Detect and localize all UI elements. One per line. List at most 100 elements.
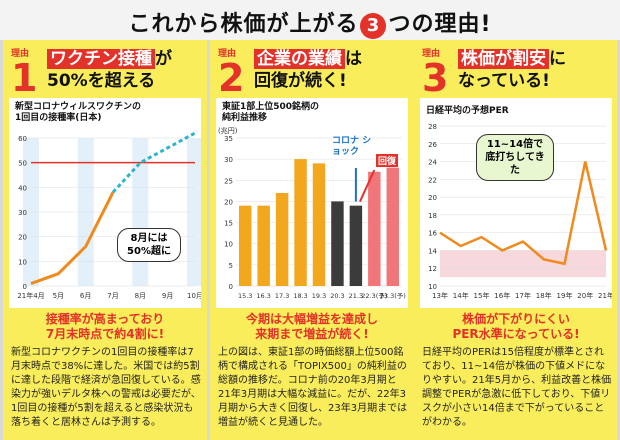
x-tick-label: 20年	[577, 291, 593, 300]
x-tick-label: 19.3	[312, 292, 326, 300]
y-tick-label: 15	[224, 220, 233, 228]
headline-rest: は	[345, 49, 362, 69]
summary-line2: 7月末時点で約4割に!	[45, 327, 165, 341]
y-tick-label: 24	[428, 159, 437, 167]
reason-label: 理由	[218, 49, 237, 59]
y-tick-label: 14	[428, 247, 437, 255]
headline-rest: が	[155, 49, 172, 69]
legend-line2: 1回目の接種率(日本)	[15, 113, 102, 123]
y-tick-label: 12	[428, 265, 437, 273]
reason-panel-2: 理由 2 企業の業績は 回復が続く! 0 5 10 15 20 25 30 35 15.3 16.…	[210, 40, 414, 440]
headline-highlight: 企業の業績	[254, 49, 345, 69]
reason-badge: 理由 1	[11, 46, 45, 97]
panel-body-text: 新型コロナワクチンの1回目の接種率は7月末時点で38%に達した。米国では約5割に…	[11, 347, 201, 428]
x-tick-label: 14年	[453, 291, 469, 300]
per-chart: 10 12 14 16 18 20 22 24 26 28 13年 14年 15年 16年 17年 18年 19…	[420, 98, 612, 308]
bar	[368, 171, 381, 286]
bar	[294, 159, 307, 286]
bar	[386, 167, 399, 286]
unit-label: (兆円)	[218, 127, 238, 135]
y-tick-label: 10	[18, 258, 27, 266]
bar	[257, 205, 270, 286]
x-tick-label: 10月	[187, 292, 201, 300]
summary-line2: 来期まで増益が続く!	[255, 327, 369, 341]
x-tick-label: 7月	[107, 292, 118, 300]
reason-number: 2	[218, 56, 245, 100]
x-tick-label: 16.3	[256, 292, 270, 300]
headline-highlight: 株価が割安	[458, 49, 549, 69]
y-tick-label: 20	[224, 198, 233, 206]
y-tick-label: 50	[18, 160, 27, 168]
series-line-projection	[111, 131, 196, 194]
summary-line2: PER水準になっている!	[452, 327, 580, 341]
y-tick-label: 30	[224, 156, 233, 164]
x-tick-label: 21年4月	[17, 291, 44, 300]
x-tick-label: 19年	[557, 291, 573, 300]
panel-headline: 株価が割安に なっている!	[458, 48, 566, 92]
summary-line1: 株価が下がりにくい	[462, 312, 570, 326]
y-tick-label: 10	[224, 241, 233, 249]
reason-panel-1: 理由 1 ワクチン接種が 50%を超える 0 10 20 30 40 50 60 21年4月 5…	[3, 40, 207, 440]
vaccination-chart: 0 10 20 30 40 50 60 21年4月 5月 6月 7月 8月 9月 10月 新型コロナウィル…	[9, 98, 201, 308]
bar	[312, 163, 326, 286]
annotation-recover: 回復	[376, 154, 399, 167]
x-tick-label: 23.3(予)	[380, 292, 406, 300]
y-tick-label: 18	[428, 212, 437, 220]
x-tick-label: 18年	[536, 291, 552, 300]
x-tick-label: 17年	[515, 291, 531, 300]
y-tick-label: 0	[23, 283, 27, 291]
x-tick-label: 18.3	[293, 292, 307, 300]
y-tick-label: 5	[229, 262, 233, 270]
x-tick-label: 8月	[135, 292, 146, 300]
annotation-corona: コロナ ショック	[332, 136, 372, 157]
y-tick-label: 0	[229, 283, 233, 291]
x-tick-label: 5月	[53, 292, 64, 300]
reason-badge: 理由 3	[422, 46, 456, 97]
y-tick-label: 60	[18, 135, 27, 143]
x-tick-label: 15.3	[238, 292, 252, 300]
bar	[349, 205, 363, 286]
x-tick-label: 15年	[474, 291, 490, 300]
reason-label: 理由	[422, 49, 441, 59]
bottom-band	[440, 250, 606, 278]
page-title: これから株価が上がる 3 つの理由!	[0, 6, 620, 39]
headline-rest: に	[549, 49, 566, 69]
reason-badge: 理由 2	[218, 46, 252, 97]
y-tick-label: 10	[428, 283, 437, 291]
legend-line2: 純利益推移	[222, 113, 268, 123]
reason-label: 理由	[11, 49, 30, 59]
y-tick-label: 20	[428, 194, 437, 202]
panel-summary: 株価が下がりにくい PER水準になっている!	[420, 312, 612, 342]
chart-callout: 11~14倍で 底打ちしてきた	[476, 134, 554, 181]
title-prefix: これから株価が上がる	[128, 12, 359, 37]
chart-legend: 新型コロナウィルスワクチンの 1回目の接種率(日本)	[15, 102, 141, 124]
title-bar: これから株価が上がる 3 つの理由!	[0, 0, 620, 40]
x-tick-label: 21.3	[349, 292, 363, 300]
legend-line1: 新型コロナウィルスワクチンの	[15, 102, 142, 112]
profit-chart: 0 5 10 15 20 25 30 35 15.3 16.3 17.3 18.3 19.3 20.3 21…	[216, 98, 408, 308]
y-tick-label: 28	[428, 123, 437, 131]
summary-line1: 今期は大幅増益を達成し	[245, 312, 378, 326]
chart-callout: 8月には 50%超に	[117, 228, 181, 262]
panel-headline: 企業の業績は 回復が続く!	[254, 48, 362, 92]
y-tick-label: 26	[428, 141, 437, 149]
x-tick-label: 16年	[494, 291, 510, 300]
y-tick-label: 30	[18, 209, 27, 217]
title-number-badge: 3	[360, 13, 387, 39]
reason-number: 1	[11, 56, 38, 100]
reason-panel-3: 理由 3 株価が割安に なっている! 10 12 14 16 18 20 22 24 26 28 1…	[414, 40, 617, 440]
x-tick-label: 13年	[432, 291, 448, 300]
bar	[331, 201, 344, 286]
x-tick-label: 22.3(予)	[361, 292, 387, 300]
panel-summary: 接種率が高まっており 7月末時点で約4割に!	[9, 312, 201, 342]
panel-body-text: 上の図は、東証1部の時価総額上位500銘柄で構成される「TOPIX500」の純利…	[218, 347, 408, 428]
y-tick-label: 25	[224, 177, 233, 185]
x-tick-label: 20.3	[330, 292, 344, 300]
y-tick-label: 20	[18, 234, 27, 242]
headline-line2: 50%を超える	[47, 71, 156, 91]
chart-legend: 東証1部上位500銘柄の 純利益推移	[222, 102, 319, 124]
headline-line2: 回復が続く!	[254, 71, 347, 91]
panel-headline: ワクチン接種が 50%を超える	[47, 48, 172, 92]
bar	[239, 205, 252, 286]
